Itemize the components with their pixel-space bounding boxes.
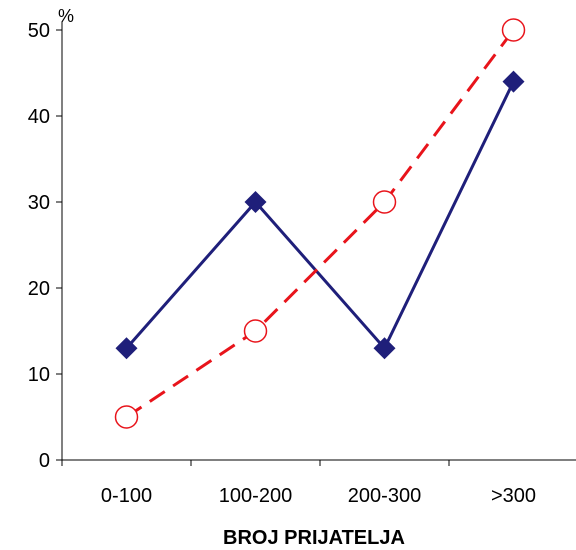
y-tick-label: 10: [28, 364, 50, 386]
y-tick-label: 30: [28, 192, 50, 214]
series-2-point: [114, 405, 139, 429]
series-2-point: [243, 319, 268, 343]
y-tick-label: 40: [28, 106, 50, 128]
series-2-point: [372, 190, 397, 214]
series-layer: [114, 18, 526, 429]
axes: 0 10 20 30 40 50 0-100 100-200 200-300 >300: [28, 20, 576, 507]
x-tick-label: 200-300: [348, 485, 421, 507]
y-tick-label: 0: [39, 450, 50, 472]
series-1-line: [125, 80, 515, 351]
x-tick-label: 100-200: [219, 485, 292, 507]
y-axis-unit-label: %: [58, 6, 74, 26]
x-tick-label: 0-100: [101, 485, 152, 507]
series-1-point: [115, 337, 138, 360]
series-1-point: [373, 337, 396, 360]
x-tick-label: >300: [491, 485, 536, 507]
series-1-point: [244, 191, 267, 213]
series-1-point: [502, 70, 525, 93]
y-tick-label: 20: [28, 278, 50, 300]
series-2-point: [501, 18, 526, 42]
series-2-line: [125, 29, 515, 419]
x-axis-title: BROJ PRIJATELJA: [223, 527, 405, 549]
y-tick-label: 50: [28, 20, 50, 42]
